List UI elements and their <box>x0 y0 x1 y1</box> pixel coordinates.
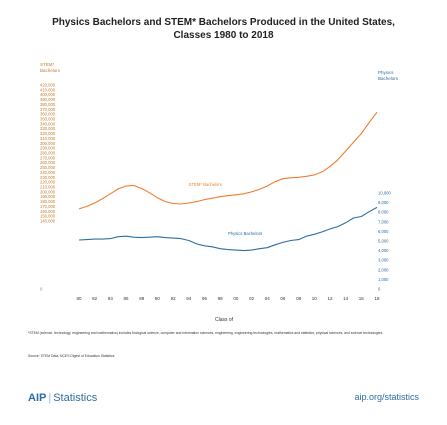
x-tick-label: 90 <box>155 296 161 301</box>
chart-title: Physics Bachelors and STEM* Bachelors Pr… <box>0 16 447 42</box>
left-tick-label: 420,000 <box>40 83 56 88</box>
x-tick-label: 08 <box>296 296 302 301</box>
x-tick-label: 80 <box>76 296 82 301</box>
x-tick-label: 14 <box>343 296 349 301</box>
right-tick-label: 4,000 <box>378 248 389 253</box>
x-tick-label: 10 <box>312 296 318 301</box>
x-tick-label: 98 <box>218 296 224 301</box>
series-layer: STEM* Bachelors Physics Bachelors <box>78 111 378 252</box>
x-tick-label: 00 <box>233 296 239 301</box>
aip-statistics-logo: AIP | Statistics <box>28 392 97 404</box>
x-tick-label: 02 <box>249 296 255 301</box>
x-tick-label: 96 <box>202 296 208 301</box>
left-tick-label: 210,000 <box>40 185 56 190</box>
statistics-logo-text: Statistics <box>53 392 98 404</box>
left-axis-title-line: Bachelors <box>40 68 61 73</box>
x-axis-ticks: 80 82 84 86 88 90 92 94 96 98 00 02 04 06 08 10 12 14 16 18 <box>76 296 380 301</box>
left-tick-label: 180,000 <box>40 199 56 204</box>
left-tick-label: 270,000 <box>40 155 56 160</box>
left-tick-label: 220,000 <box>40 180 56 185</box>
left-tick-label: 320,000 <box>40 131 56 136</box>
right-tick-label: 9,000 <box>378 200 389 205</box>
x-tick-label: 88 <box>139 296 145 301</box>
right-tick-label: 3,000 <box>378 258 389 263</box>
website-link[interactable]: aip.org/statistics <box>354 392 419 402</box>
right-tick-label: 1,000 <box>378 277 389 282</box>
left-tick-label: 360,000 <box>40 112 56 117</box>
right-tick-label: 5,000 <box>378 239 389 244</box>
right-axis-title-line: Bachelors <box>378 76 399 81</box>
x-tick-label: 86 <box>124 296 130 301</box>
x-tick-label: 82 <box>92 296 98 301</box>
x-tick-label: 94 <box>186 296 192 301</box>
x-axis-label: Class of <box>215 317 234 323</box>
stem-bachelors-line <box>78 111 378 210</box>
left-tick-label: 400,000 <box>40 92 56 97</box>
left-tick-label: 340,000 <box>40 121 56 126</box>
right-tick-label: 6,000 <box>378 229 389 234</box>
left-axis-ticks: 0 140,000150,000160,000170,000180,000190,… <box>40 83 56 292</box>
chart-title-line-2: Classes 1980 to 2018 <box>173 30 274 41</box>
right-axis-title-line: Physics <box>378 70 394 75</box>
right-tick-label: 7,000 <box>378 219 389 224</box>
right-tick-label: 10,000 <box>378 191 391 196</box>
left-tick-label: 160,000 <box>40 209 56 214</box>
left-tick-label: 290,000 <box>40 146 56 151</box>
left-tick-label: 240,000 <box>40 170 56 175</box>
logo-separator: | <box>48 392 52 404</box>
left-tick-label: 330,000 <box>40 126 56 131</box>
x-tick-label: 12 <box>327 296 333 301</box>
left-tick-label: 140,000 <box>40 219 56 224</box>
left-tick-label: 150,000 <box>40 214 56 219</box>
x-tick-label: 06 <box>280 296 286 301</box>
left-tick-label: 410,000 <box>40 87 56 92</box>
left-tick-label: 170,000 <box>40 204 56 209</box>
right-tick-label: 8,000 <box>378 210 389 215</box>
left-tick-label: 230,000 <box>40 175 56 180</box>
chart-title-line-1: Physics Bachelors and STEM* Bachelors Pr… <box>52 17 395 28</box>
physics-series-label: Physics Bachelors <box>228 231 262 236</box>
left-tick-label: 350,000 <box>40 117 56 122</box>
x-tick-label: 92 <box>171 296 177 301</box>
left-tick-label: 310,000 <box>40 136 56 141</box>
footnote: *STEM (science, technology, engineering … <box>28 331 384 335</box>
right-tick-label: 2,000 <box>378 267 389 272</box>
left-tick-label: 380,000 <box>40 102 56 107</box>
x-tick-label: 18 <box>374 296 380 301</box>
left-tick-label: 260,000 <box>40 160 56 165</box>
x-tick-label: 16 <box>359 296 365 301</box>
stem-series-label: STEM* Bachelors <box>189 182 222 187</box>
left-tick-label: 250,000 <box>40 165 56 170</box>
left-axis-title: STEM*Bachelors <box>40 62 61 73</box>
left-tick-label: 370,000 <box>40 107 56 112</box>
left-tick-label: 200,000 <box>40 189 56 194</box>
left-tick-label: 190,000 <box>40 194 56 199</box>
source-note: Source: STEM Data, NCES Digest of Educat… <box>28 354 116 358</box>
left-axis-title-line: STEM* <box>40 62 55 67</box>
left-tick-label: 300,000 <box>40 141 56 146</box>
physics-bachelors-line <box>78 206 378 252</box>
right-tick-label: 0 <box>378 287 381 292</box>
left-tick-label: 280,000 <box>40 151 56 156</box>
left-tick-label: 390,000 <box>40 97 56 102</box>
aip-logo-text: AIP <box>28 392 47 404</box>
x-tick-label: 04 <box>265 296 271 301</box>
left-tick-label: 0 <box>40 287 43 292</box>
right-axis-ticks: 0 1,000 2,000 3,000 4,000 5,000 6,000 7,000 8,00… <box>378 191 391 292</box>
x-tick-label: 84 <box>108 296 114 301</box>
